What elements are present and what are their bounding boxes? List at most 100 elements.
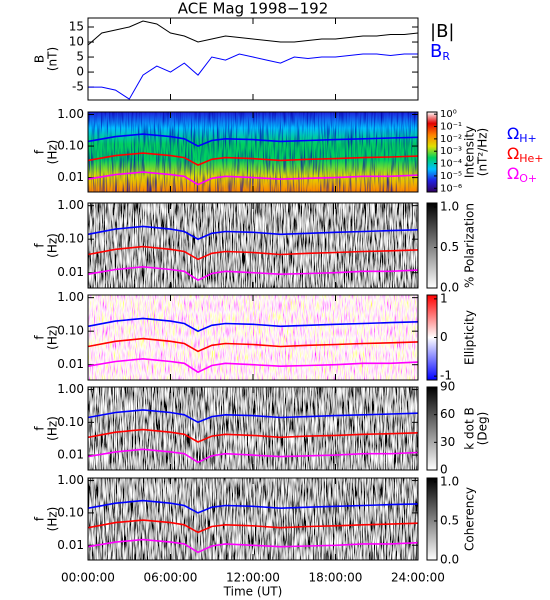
y-axis-label: (nT)	[46, 47, 60, 71]
colorbar	[426, 386, 438, 471]
y-tick-label: 0.01	[57, 448, 84, 462]
colorbar-tick-label: 0.5	[440, 240, 459, 254]
legend-entry: ΩH+	[507, 124, 537, 146]
plot-frame	[87, 477, 419, 561]
colorbar-tick-label: 10⁻⁶	[440, 183, 462, 194]
spectrogram-texture	[88, 387, 418, 470]
x-tick-label: 18:00:00	[309, 571, 363, 585]
colorbar-tick-label: -1	[440, 369, 452, 383]
colorbar-label: (Deg)	[476, 412, 490, 446]
colorbar-label: Ellipticity	[463, 310, 477, 365]
colorbar-tick-label: 10⁰	[440, 109, 457, 120]
y-tick-label: 5	[76, 50, 84, 64]
plot-frame	[87, 386, 419, 471]
legend-entry: ΩHe+	[507, 144, 544, 166]
colorbar-tick-label: 90	[440, 380, 455, 394]
plot-frame	[87, 202, 419, 289]
colorbar-label: Intensity	[463, 126, 477, 178]
series-line	[87, 317, 419, 333]
spectrogram-texture	[88, 112, 418, 192]
plot-frame	[87, 111, 419, 193]
y-tick-label: 15	[69, 20, 84, 34]
y-tick-label: 0.01	[57, 265, 84, 279]
y-axis-label: f	[33, 516, 47, 521]
y-axis-label: (Hz)	[46, 416, 60, 441]
x-tick-label: 00:00:00	[61, 571, 115, 585]
y-axis-label: (Hz)	[46, 325, 60, 350]
y-tick-label: 0	[76, 65, 84, 79]
y-axis-label: f	[33, 149, 47, 154]
colorbar	[426, 202, 438, 289]
y-tick-label: 0.01	[57, 357, 84, 371]
y-tick-label: 0.10	[57, 139, 84, 153]
colorbar	[426, 477, 438, 561]
colorbar-tick-label: 0.5	[440, 513, 459, 527]
y-axis-label: f	[33, 335, 47, 340]
series-line	[87, 409, 419, 424]
colorbar-tick-label: 30	[440, 435, 455, 449]
x-tick-label: 24:00:00	[391, 571, 445, 585]
series-line	[87, 152, 419, 166]
colorbar-tick-label: 10⁻¹	[440, 122, 462, 133]
colorbar-tick-label: 1.0	[440, 474, 459, 488]
legend-subscript: R	[442, 50, 450, 63]
legend-label: Ω	[507, 144, 519, 163]
colorbar-label: k dot B	[463, 407, 477, 449]
colorbar-tick-label: 10⁻³	[440, 146, 462, 157]
legend-subscript: H+	[519, 132, 537, 145]
series-line	[87, 225, 419, 241]
y-tick-label: 1.00	[57, 107, 84, 121]
legend-subscript: O+	[519, 172, 537, 185]
spectrogram-texture	[88, 295, 418, 380]
spectrogram-texture	[88, 203, 418, 288]
legend-entry: BR	[430, 41, 450, 63]
colorbar-tick-label: 0	[440, 463, 448, 477]
y-tick-label: 0.10	[57, 324, 84, 338]
series-line	[87, 448, 419, 464]
x-tick-label: 06:00:00	[144, 571, 198, 585]
y-tick-label: -5	[72, 80, 84, 94]
y-axis-label: (Hz)	[46, 233, 60, 258]
y-tick-label: 1.00	[57, 473, 84, 487]
y-tick-label: 0.10	[57, 415, 84, 429]
y-tick-label: 0.01	[57, 170, 84, 184]
series-line	[87, 245, 419, 261]
colorbar-tick-label: 1	[440, 291, 448, 305]
y-axis-label: f	[33, 243, 47, 248]
series-line	[87, 519, 419, 534]
y-tick-label: 0.10	[57, 232, 84, 246]
colorbar-tick-label: 1.0	[440, 200, 459, 214]
spectrogram-texture	[88, 478, 418, 560]
series-line	[87, 499, 419, 514]
colorbar-label: % Polarization	[463, 203, 477, 288]
y-axis-label: (Hz)	[46, 507, 60, 532]
y-tick-label: 1.00	[57, 382, 84, 396]
y-tick-label: 10	[69, 35, 84, 49]
colorbar-tick-label: 0	[440, 330, 448, 344]
series-line	[87, 428, 419, 443]
colorbar-label: (nT²/Hz)	[476, 128, 490, 176]
y-axis-label: B	[33, 55, 47, 63]
legend-label: B	[430, 41, 442, 62]
colorbar-tick-label: 10⁻⁴	[440, 159, 462, 170]
series-line	[87, 171, 419, 186]
series-line	[88, 53, 418, 100]
chart-title: ACE Mag 1998−192	[178, 0, 329, 18]
colorbar-label: Coherency	[463, 487, 477, 551]
y-tick-label: 1.00	[57, 198, 84, 212]
colorbar-tick-label: 0.0	[440, 553, 459, 567]
colorbar-tick-label: 60	[440, 407, 455, 421]
y-tick-label: 1.00	[57, 290, 84, 304]
legend-label: |B|	[430, 21, 454, 42]
legend-subscript: He+	[519, 152, 543, 165]
x-axis-label: Time (UT)	[223, 585, 283, 599]
series-line	[87, 20, 419, 46]
series-line	[87, 357, 419, 374]
colorbar-tick-label: 10⁻²	[440, 134, 462, 145]
plot-frame	[87, 17, 419, 101]
colorbar	[426, 111, 438, 193]
series-line	[87, 337, 419, 353]
legend-entry: |B|	[430, 21, 454, 42]
series-line	[87, 538, 419, 554]
plot-frame	[87, 294, 419, 381]
